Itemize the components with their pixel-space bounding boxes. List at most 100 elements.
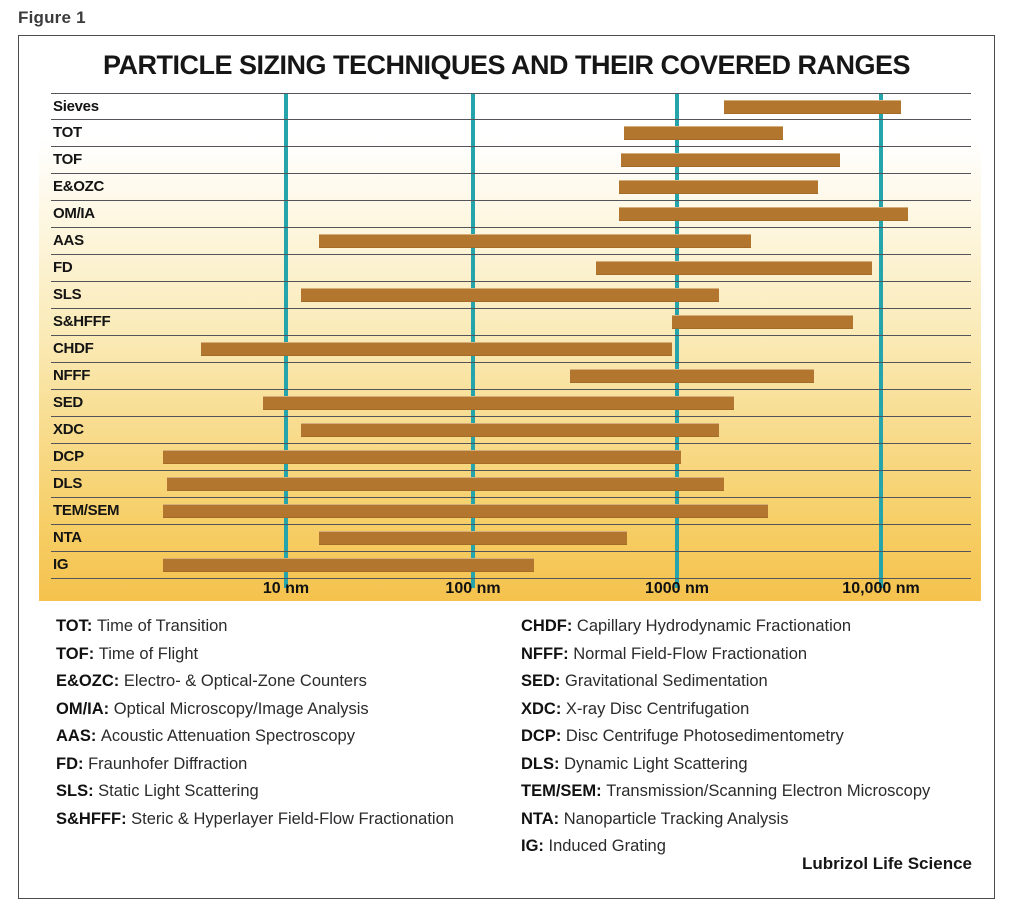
- technique-row: NTA: [51, 525, 971, 552]
- technique-label: TOF: [53, 151, 82, 168]
- legend-abbr: TEM/SEM:: [521, 782, 607, 800]
- technique-label: SLS: [53, 286, 82, 303]
- range-bar: [318, 531, 628, 545]
- legend-item: TOT: Time of Transition: [56, 613, 454, 641]
- range-bar: [619, 207, 908, 221]
- technique-label: E&OZC: [53, 178, 105, 195]
- technique-label: TOT: [53, 124, 82, 141]
- legend-definition: Induced Grating: [548, 837, 666, 855]
- legend-item: AAS: Acoustic Attenuation Spectroscopy: [56, 723, 454, 751]
- legend-item: DCP: Disc Centrifuge Photosedimentometry: [521, 723, 930, 751]
- legend-definition: Dynamic Light Scattering: [564, 754, 748, 773]
- axis-tick-label: 10 nm: [262, 580, 310, 597]
- legend-abbr: NFFF:: [521, 644, 574, 663]
- legend-definition: Transmission/Scanning Electron Microscop…: [606, 782, 931, 800]
- technique-row: CHDF: [51, 336, 971, 363]
- range-bar: [570, 369, 815, 383]
- legend-definition: Optical Microscopy/Image Analysis: [113, 699, 369, 718]
- technique-row: IG: [51, 552, 971, 579]
- range-bar: [166, 477, 724, 491]
- legend-definition: Capillary Hydrodynamic Fractionation: [576, 617, 852, 635]
- legend-abbr: S&HFFF:: [56, 809, 132, 828]
- x-axis-labels: 10 nm 100 nm 1000 nm 10,000 nm: [39, 579, 981, 601]
- legend-abbr: DLS:: [521, 754, 565, 773]
- technique-row: TEM/SEM: [51, 498, 971, 525]
- plot-area: Sieves TOT TOF E&OZC OM/IA AAS FD SLS S&HFFF CHDF…: [39, 93, 981, 601]
- legend-abbr: CHDF:: [521, 617, 577, 635]
- axis-tick-label: 100 nm: [445, 580, 501, 597]
- gridline-10nm: [284, 93, 288, 588]
- range-bar: [300, 423, 719, 437]
- legend-item: NFFF: Normal Field-Flow Fractionation: [521, 641, 930, 669]
- range-bar: [318, 234, 751, 248]
- legend-abbr: IG:: [521, 837, 549, 855]
- technique-label: TEM/SEM: [53, 502, 120, 519]
- legend-column-left: TOT: Time of Transition TOF: Time of Flig…: [56, 613, 454, 833]
- technique-label: DLS: [53, 475, 83, 492]
- technique-row: Sieves: [51, 93, 971, 120]
- legend-definition: Time of Transition: [96, 617, 228, 635]
- range-bar: [724, 100, 901, 114]
- technique-label: OM/IA: [53, 205, 95, 222]
- legend-definition: Disc Centrifuge Photosedimentometry: [565, 727, 844, 745]
- technique-label: IG: [53, 556, 69, 573]
- legend-definition: Static Light Scattering: [98, 782, 259, 800]
- legend-definition: Time of Flight: [98, 644, 199, 663]
- legend-definition: Steric & Hyperlayer Field-Flow Fractiona…: [131, 809, 454, 828]
- legend-abbr: TOF:: [56, 644, 99, 663]
- legend-definition: Gravitational Sedimentation: [565, 672, 768, 690]
- technique-row: NFFF: [51, 363, 971, 390]
- range-bar: [619, 180, 818, 194]
- axis-tick-label: 10,000 nm: [842, 580, 920, 597]
- legend-definition: X-ray Disc Centrifugation: [565, 699, 750, 718]
- gridline-10000nm: [879, 93, 883, 588]
- technique-label: DCP: [53, 448, 84, 465]
- range-bar: [624, 126, 783, 140]
- range-bar: [163, 504, 769, 518]
- range-bar: [163, 558, 535, 572]
- technique-label: AAS: [53, 232, 84, 249]
- legend-item: SED: Gravitational Sedimentation: [521, 668, 930, 696]
- legend-item: OM/IA: Optical Microscopy/Image Analysis: [56, 696, 454, 724]
- legend-item: TEM/SEM: Transmission/Scanning Electron …: [521, 778, 930, 806]
- legend-abbr: XDC:: [521, 699, 566, 718]
- technique-label: FD: [53, 259, 73, 276]
- credit-text: Lubrizol Life Science: [801, 854, 972, 873]
- legend-item: CHDF: Capillary Hydrodynamic Fractionati…: [521, 613, 930, 641]
- range-bar: [262, 396, 734, 410]
- technique-label: CHDF: [53, 340, 94, 357]
- technique-row: OM/IA: [51, 201, 971, 228]
- technique-label: SED: [53, 394, 83, 411]
- range-bar: [300, 288, 719, 302]
- figure-label: Figure 1: [18, 8, 86, 27]
- range-bar: [163, 450, 682, 464]
- legend-abbr: OM/IA:: [56, 699, 114, 718]
- legend-definition: Normal Field-Flow Fractionation: [573, 644, 808, 663]
- technique-row: E&OZC: [51, 174, 971, 201]
- technique-row: TOF: [51, 147, 971, 174]
- technique-row: XDC: [51, 417, 971, 444]
- range-bar: [200, 342, 673, 356]
- technique-row: AAS: [51, 228, 971, 255]
- legend-item: IG: Induced Grating: [521, 833, 930, 861]
- figure-border-box: PARTICLE SIZING TECHNIQUES AND THEIR COV…: [18, 35, 995, 899]
- legend-abbr: E&OZC:: [56, 672, 124, 690]
- axis-tick-label: 1000 nm: [644, 580, 710, 597]
- legend-item: XDC: X-ray Disc Centrifugation: [521, 696, 930, 724]
- legend-definition: Nanoparticle Tracking Analysis: [563, 809, 789, 828]
- legend-item: TOF: Time of Flight: [56, 641, 454, 669]
- legend-abbr: DCP:: [521, 727, 566, 745]
- legend-item: E&OZC: Electro- & Optical-Zone Counters: [56, 668, 454, 696]
- range-bar: [595, 261, 872, 275]
- technique-label: NTA: [53, 529, 82, 546]
- legend-item: FD: Fraunhofer Diffraction: [56, 751, 454, 779]
- technique-row: SLS: [51, 282, 971, 309]
- legend-item: S&HFFF: Steric & Hyperlayer Field-Flow F…: [56, 806, 454, 834]
- technique-label: XDC: [53, 421, 84, 438]
- technique-row: SED: [51, 390, 971, 417]
- range-bar: [620, 153, 841, 167]
- legend-item: DLS: Dynamic Light Scattering: [521, 751, 930, 779]
- technique-label: NFFF: [53, 367, 91, 384]
- technique-row: S&HFFF: [51, 309, 971, 336]
- technique-row: DLS: [51, 471, 971, 498]
